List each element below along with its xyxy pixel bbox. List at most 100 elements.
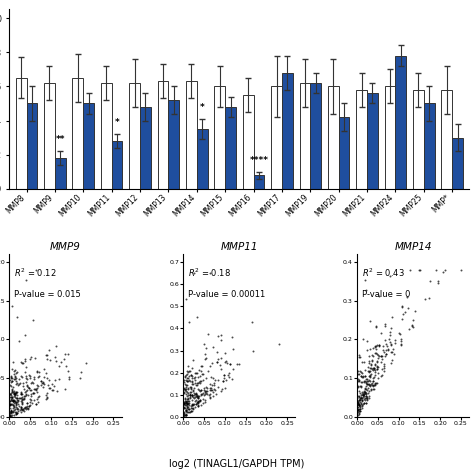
Point [193, 392, 201, 400]
Point [183, 389, 191, 396]
Point [190, 374, 198, 382]
Point [224, 359, 231, 367]
Point [399, 310, 407, 318]
Bar [441, 90, 452, 189]
Point [222, 358, 229, 365]
Point [373, 365, 381, 373]
Point [25, 405, 32, 412]
Point [367, 385, 374, 392]
Point [193, 379, 201, 387]
Bar [197, 129, 208, 189]
Point [374, 363, 382, 370]
Point [7, 406, 15, 414]
Point [7, 393, 14, 401]
Point [29, 379, 37, 387]
Point [12, 410, 20, 418]
Point [381, 367, 388, 375]
Point [403, 293, 411, 301]
Point [18, 399, 26, 407]
Point [8, 374, 16, 382]
Point [361, 389, 368, 396]
Point [379, 352, 386, 360]
Point [61, 386, 68, 393]
Bar [385, 86, 395, 189]
Point [34, 398, 41, 406]
Point [30, 317, 37, 324]
Point [44, 374, 51, 381]
Point [223, 376, 230, 383]
Point [411, 307, 419, 315]
Point [182, 406, 190, 414]
Point [356, 397, 364, 404]
Point [218, 354, 225, 361]
Point [357, 373, 365, 380]
Point [356, 387, 363, 395]
Point [39, 378, 46, 386]
Point [209, 344, 217, 351]
Point [18, 390, 26, 398]
Point [354, 392, 361, 400]
Point [375, 352, 383, 360]
Point [6, 400, 14, 407]
Point [410, 316, 417, 324]
Point [33, 384, 40, 392]
Point [180, 412, 187, 420]
Point [198, 387, 205, 394]
Point [360, 388, 367, 396]
Point [362, 392, 370, 400]
Point [14, 405, 21, 412]
Point [210, 379, 218, 387]
Point [11, 399, 19, 406]
Point [221, 384, 229, 392]
Point [377, 353, 385, 360]
Point [11, 389, 19, 397]
Point [27, 379, 35, 387]
Point [370, 373, 378, 381]
Point [363, 393, 371, 401]
Point [201, 386, 208, 394]
Point [48, 381, 55, 388]
Point [11, 391, 19, 398]
Point [408, 322, 416, 329]
Point [368, 365, 376, 373]
Point [41, 374, 48, 381]
Point [192, 401, 200, 408]
Point [368, 356, 375, 364]
Point [356, 405, 364, 413]
Point [9, 401, 17, 409]
Point [57, 358, 64, 366]
Point [372, 322, 380, 330]
Point [210, 385, 218, 393]
Point [199, 389, 207, 397]
Point [34, 373, 42, 381]
Point [388, 356, 396, 364]
Point [366, 346, 374, 353]
Point [37, 377, 45, 384]
Point [55, 362, 63, 370]
Point [7, 408, 14, 416]
Point [27, 386, 35, 394]
Point [357, 399, 365, 407]
Point [27, 355, 34, 363]
Bar [112, 141, 122, 189]
Point [220, 374, 228, 382]
Point [36, 372, 43, 380]
Point [362, 375, 369, 383]
Point [361, 358, 368, 366]
Point [370, 364, 378, 372]
Point [184, 405, 192, 412]
Point [362, 372, 369, 380]
Point [383, 342, 391, 350]
Point [8, 302, 16, 310]
Point [193, 399, 201, 406]
Point [10, 387, 18, 395]
Point [17, 408, 25, 416]
Point [356, 403, 364, 411]
Point [386, 272, 393, 280]
Text: $R^2$ = 0.12: $R^2$ = 0.12 [14, 267, 56, 280]
Point [206, 363, 214, 370]
Point [365, 377, 372, 384]
Point [6, 390, 14, 398]
Point [214, 355, 222, 363]
Point [19, 382, 27, 390]
